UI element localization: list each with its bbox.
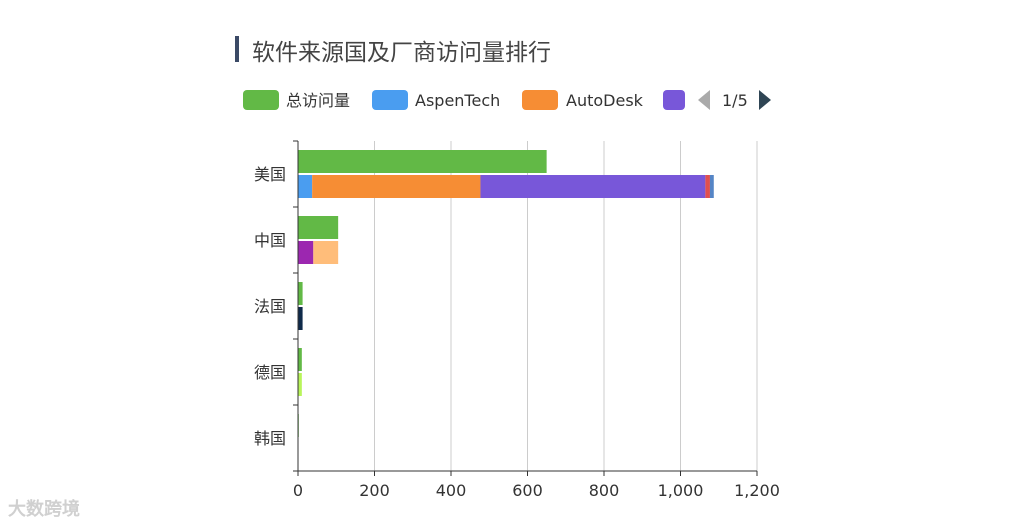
bar-segment	[709, 175, 714, 198]
bar-segment	[298, 175, 313, 198]
title-accent-bar	[235, 36, 239, 62]
legend-prev-icon[interactable]	[698, 90, 710, 110]
chart-title: 软件来源国及厂商访问量排行	[252, 40, 551, 66]
y-tick-label: 韩国	[254, 429, 286, 448]
x-tick-label: 600	[512, 481, 543, 500]
x-tick-label: 1,200	[734, 481, 780, 500]
bar-segment	[480, 175, 706, 198]
bar-total	[298, 348, 302, 371]
legend-label: AspenTech	[415, 91, 500, 110]
bar-segment	[298, 373, 302, 396]
legend-label: 总访问量	[286, 91, 350, 110]
bars	[298, 150, 714, 437]
legend-swatch	[522, 90, 558, 110]
bar-segment	[313, 241, 339, 264]
x-tick-label: 1,000	[658, 481, 704, 500]
bar-total	[298, 216, 339, 239]
legend-label: AutoDesk	[566, 91, 644, 110]
legend-swatch	[663, 90, 685, 110]
bar-total	[298, 282, 303, 305]
legend: 总访问量 AspenTech AutoDesk 1/5	[243, 90, 771, 110]
legend-swatch	[243, 90, 279, 110]
y-tick-label: 法国	[254, 297, 286, 316]
bar-segment	[298, 241, 314, 264]
x-tick-label: 800	[589, 481, 620, 500]
x-tick-label: 400	[436, 481, 467, 500]
x-tick-label: 0	[293, 481, 303, 500]
bar-segment	[312, 175, 481, 198]
y-tick-label: 美国	[254, 165, 286, 184]
bar-segment	[705, 175, 710, 198]
y-tick-label: 中国	[254, 231, 286, 250]
legend-page-indicator: 1/5	[722, 91, 748, 110]
legend-swatch	[372, 90, 408, 110]
watermark-text: 大数跨境	[8, 499, 80, 520]
x-tick-label: 200	[359, 481, 390, 500]
bar-total	[298, 150, 547, 173]
legend-next-icon[interactable]	[759, 90, 771, 110]
y-tick-label: 德国	[254, 363, 286, 382]
bar-segment	[298, 307, 303, 330]
